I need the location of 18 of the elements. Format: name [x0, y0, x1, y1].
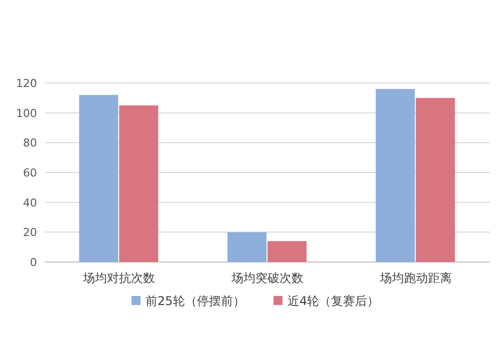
y-tick-label: 120 [16, 77, 37, 90]
x-tick-label: 场均突破次数 [230, 271, 304, 285]
y-tick-label: 60 [23, 166, 37, 180]
x-tick-label: 场均对抗次数 [82, 271, 156, 285]
y-tick-label: 40 [23, 196, 37, 210]
bar [79, 94, 118, 262]
y-tick-label: 20 [23, 226, 37, 240]
bar [227, 232, 266, 262]
legend-label: 前25轮（停摆前） [146, 294, 245, 308]
y-tick-label: 100 [16, 106, 37, 120]
y-tick-label: 80 [23, 136, 37, 150]
bar [119, 105, 158, 262]
bar [376, 88, 415, 262]
bar [268, 241, 307, 262]
x-tick-label: 场均跑动距离 [378, 271, 452, 285]
y-tick-label: 0 [30, 256, 37, 269]
bar [416, 98, 455, 262]
legend-label: 近4轮（复赛后） [288, 294, 380, 308]
